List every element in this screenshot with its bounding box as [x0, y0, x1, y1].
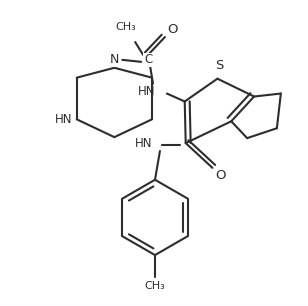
- Text: CH₃: CH₃: [145, 281, 165, 291]
- Text: S: S: [215, 59, 224, 72]
- Text: CH₃: CH₃: [115, 22, 136, 32]
- Text: HN: HN: [135, 136, 152, 150]
- Text: O: O: [215, 169, 226, 182]
- Text: O: O: [168, 23, 178, 35]
- Text: HN: HN: [137, 85, 155, 98]
- Text: N: N: [110, 53, 119, 66]
- Text: C: C: [144, 53, 152, 66]
- Text: HN: HN: [55, 113, 73, 126]
